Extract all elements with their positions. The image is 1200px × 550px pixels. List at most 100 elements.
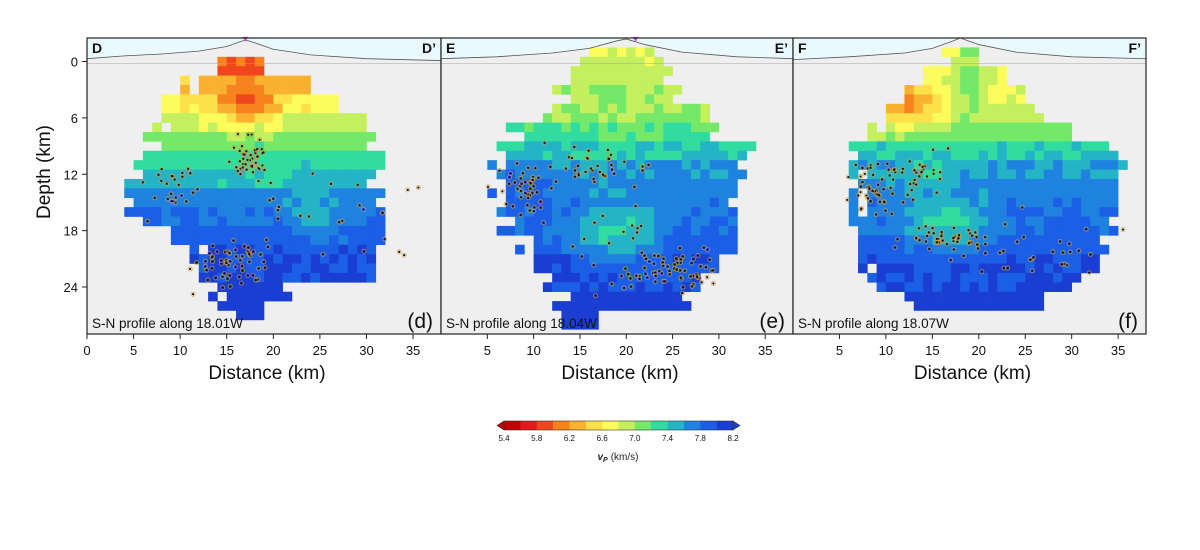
event-halo: [503, 201, 509, 207]
event-halo: [275, 216, 281, 222]
event-halo: [931, 167, 937, 173]
event-dot: [573, 169, 577, 172]
velocity-cell: [282, 225, 293, 236]
velocity-cell: [170, 141, 181, 152]
velocity-cell: [598, 244, 609, 255]
velocity-cell: [570, 150, 581, 161]
event-halo: [246, 251, 252, 257]
event-halo: [917, 237, 922, 243]
velocity-cell: [226, 272, 237, 283]
velocity-cell: [672, 188, 683, 199]
velocity-cell: [913, 113, 924, 123]
velocity-cell: [570, 216, 581, 227]
event-halo: [845, 174, 851, 180]
velocity-cell: [329, 178, 339, 189]
velocity-cell: [672, 113, 683, 123]
event-dot: [246, 274, 249, 277]
velocity-cell: [245, 169, 255, 180]
event-halo: [939, 229, 945, 235]
velocity-cell: [1006, 225, 1017, 236]
event-dot: [169, 192, 173, 196]
velocity-cell: [310, 169, 321, 180]
velocity-cell: [1043, 244, 1054, 255]
velocity-cell: [718, 178, 729, 189]
event-halo: [355, 182, 361, 188]
colorbar-swatch: [553, 421, 570, 430]
velocity-cell: [1071, 216, 1082, 227]
event-dot: [847, 175, 850, 179]
velocity-cell: [913, 272, 924, 283]
velocity-cell: [654, 103, 664, 114]
event-dot: [712, 282, 715, 285]
event-halo: [1014, 239, 1020, 245]
velocity-cell: [198, 188, 209, 199]
event-dot: [229, 285, 232, 288]
velocity-cell: [245, 254, 255, 264]
velocity-cell: [950, 169, 961, 180]
velocity-cell: [226, 94, 237, 105]
velocity-cell: [1025, 178, 1035, 189]
velocity-cell: [515, 216, 525, 227]
event-halo: [527, 180, 533, 185]
velocity-cell: [923, 103, 933, 114]
velocity-cell: [607, 150, 618, 161]
velocity-cell: [960, 263, 970, 274]
velocity-cell: [913, 94, 924, 105]
event-dot: [931, 226, 934, 230]
event-dot: [243, 245, 246, 248]
velocity-cell: [236, 254, 246, 264]
velocity-cell: [329, 235, 339, 246]
velocity-cell: [570, 272, 581, 283]
velocity-cell: [1108, 160, 1119, 170]
velocity-cell: [282, 122, 293, 133]
event-halo: [672, 262, 678, 267]
velocity-cell: [700, 160, 710, 170]
velocity-cell: [617, 301, 627, 311]
event-dot: [221, 275, 224, 278]
event-halo: [570, 244, 576, 249]
velocity-cell: [282, 169, 293, 180]
velocity-cell: [524, 169, 534, 180]
velocity-cell: [941, 75, 952, 86]
event-dot: [250, 164, 253, 168]
velocity-cell: [867, 160, 877, 170]
velocity-cell: [635, 47, 646, 58]
velocity-cell: [895, 272, 905, 283]
event-dot: [549, 165, 552, 169]
velocity-cell: [960, 103, 970, 114]
event-halo: [844, 197, 850, 203]
velocity-cell: [561, 141, 571, 152]
velocity-cell: [617, 103, 627, 114]
velocity-cell: [1090, 235, 1100, 246]
velocity-cell: [301, 113, 311, 123]
velocity-cell: [728, 169, 738, 180]
velocity-cell: [904, 160, 915, 170]
velocity-cell: [867, 244, 877, 255]
velocity-cell: [542, 225, 553, 236]
velocity-cell: [366, 235, 377, 246]
velocity-cell: [1108, 225, 1119, 236]
event-dot: [153, 196, 156, 200]
velocity-cell: [598, 160, 609, 170]
velocity-cell: [264, 272, 274, 283]
velocity-cell: [542, 197, 553, 208]
event-halo: [680, 290, 686, 296]
velocity-cell: [515, 169, 525, 180]
event-dot: [613, 172, 616, 175]
velocity-cell: [691, 207, 701, 217]
velocity-cell: [264, 150, 274, 161]
velocity-cell: [208, 94, 218, 105]
event-halo: [569, 155, 575, 161]
velocity-cell: [1053, 244, 1063, 255]
event-halo: [881, 186, 887, 192]
event-halo: [919, 169, 925, 175]
velocity-cell: [867, 254, 877, 264]
velocity-cell: [654, 263, 664, 274]
velocity-cell: [988, 244, 998, 255]
event-halo: [1067, 249, 1073, 255]
event-dot: [584, 170, 587, 174]
velocity-cell: [960, 84, 970, 95]
velocity-cell: [589, 169, 599, 180]
velocity-cell: [1071, 150, 1082, 161]
velocity-cell: [198, 272, 209, 283]
